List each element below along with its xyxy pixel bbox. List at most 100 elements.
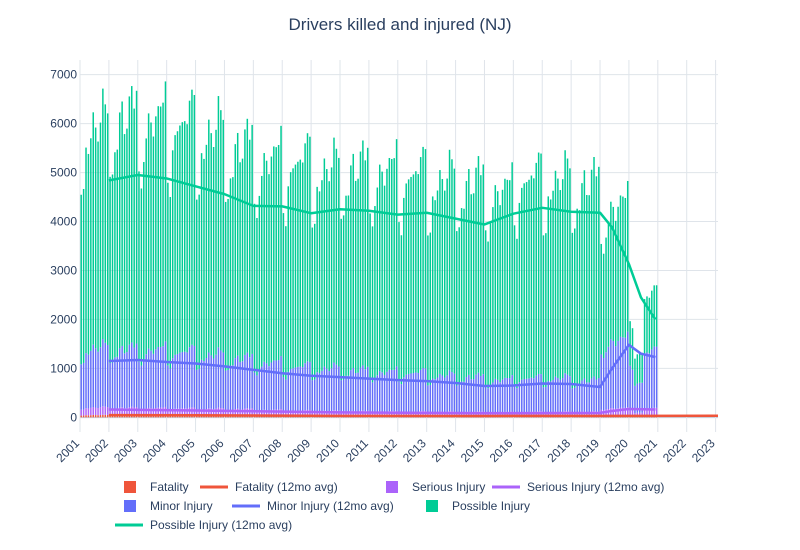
bar-minor-injury [424,368,427,412]
bar-possible-injury [424,149,427,369]
bar-serious-injury [646,408,648,416]
bar-serious-injury [181,408,184,416]
bar-possible-injury [340,218,342,381]
bar-possible-injury [535,162,537,376]
bar-minor-injury [128,344,131,408]
bar-minor-injury [554,376,557,412]
bar-possible-injury [220,110,222,351]
bar-possible-injury [350,165,352,371]
bar-possible-injury [501,189,504,380]
bar-minor-injury [236,355,239,409]
bar-possible-injury [513,225,516,386]
bar-minor-injury [150,350,152,409]
bar-possible-injury [200,153,203,360]
bar-minor-injury [335,364,338,411]
bar-minor-injury [405,374,407,412]
bar-minor-injury [590,378,593,412]
bar-minor-injury [294,367,297,411]
bar-serious-injury [198,410,200,416]
bar-serious-injury [174,408,176,416]
bar-minor-injury [239,362,241,410]
bar-serious-injury [87,408,90,416]
bar-serious-injury [196,410,198,416]
bar-minor-injury [400,384,403,414]
bar-serious-injury [224,410,227,416]
bar-possible-injury [374,206,376,379]
bar-serious-injury [116,408,119,416]
bar-minor-injury [121,345,123,408]
bar-minor-injury [475,374,477,412]
bar-serious-injury [114,408,116,416]
bar-serious-injury [263,409,265,416]
bar-minor-injury [407,373,410,412]
bar-minor-injury [571,388,574,414]
bar-possible-injury [376,187,379,376]
bar-possible-injury [629,321,631,366]
bar-serious-injury [123,408,126,416]
bar-minor-injury [174,354,176,409]
bar-possible-injury [106,113,109,345]
bar-minor-injury [147,348,150,408]
bar-possible-injury [364,160,367,370]
bar-possible-injury [395,139,398,367]
bar-minor-injury [641,382,643,413]
bar-possible-injury [566,158,569,375]
bar-possible-injury [333,137,335,363]
bar-fatality [92,414,94,418]
bar-possible-injury [614,220,617,347]
bar-possible-injury [263,153,265,362]
bar-serious-injury [171,409,174,416]
bar-minor-injury [251,353,253,409]
bar-minor-injury [492,382,494,413]
bar-minor-injury [451,372,453,412]
bar-minor-injury [82,362,85,410]
bar-possible-injury [477,156,480,373]
bar-possible-injury [641,352,643,383]
bar-possible-injury [451,159,453,373]
bar-minor-injury [410,373,412,412]
bar-minor-injury [357,372,359,412]
bar-minor-injury [619,336,622,408]
bar-minor-injury [277,360,280,410]
bar-possible-injury [617,206,619,341]
bar-possible-injury [405,183,407,375]
bar-minor-injury [472,379,475,413]
bar-possible-injury [171,150,174,359]
bar-minor-injury [135,343,138,407]
bar-possible-injury [583,170,586,379]
bar-possible-injury [176,131,179,354]
bar-minor-injury [273,360,275,410]
bar-possible-injury [179,125,181,353]
bar-possible-injury [504,178,506,378]
bar-minor-injury [114,357,116,409]
bar-possible-injury [456,231,458,386]
bar-fatality [111,415,114,418]
bar-minor-injury [362,365,364,411]
bar-possible-injury [102,88,104,340]
bar-minor-injury [186,352,188,409]
bar-minor-injury [456,385,458,414]
bar-possible-injury [164,81,167,342]
legend-swatch [426,500,438,512]
bar-possible-injury [528,179,530,379]
bar-serious-injury [155,408,157,416]
bar-serious-injury [106,407,109,415]
bar-minor-injury [244,354,246,409]
bar-minor-injury [246,352,249,409]
bar-minor-injury [415,372,417,412]
bar-minor-injury [280,356,282,410]
bar-minor-injury [152,353,155,409]
bar-serious-injury [258,411,261,416]
bar-possible-injury [521,187,523,380]
bar-possible-injury [118,112,121,349]
bar-serious-injury [97,408,99,416]
bar-minor-injury [516,388,518,414]
bar-minor-injury [646,352,648,409]
bar-minor-injury [634,385,636,414]
bar-possible-injury [422,146,424,369]
bar-possible-injury [261,175,263,367]
bar-serious-injury [347,411,350,417]
bar-minor-injury [504,377,506,412]
bar-possible-injury [328,181,330,372]
bar-possible-injury [114,152,116,358]
